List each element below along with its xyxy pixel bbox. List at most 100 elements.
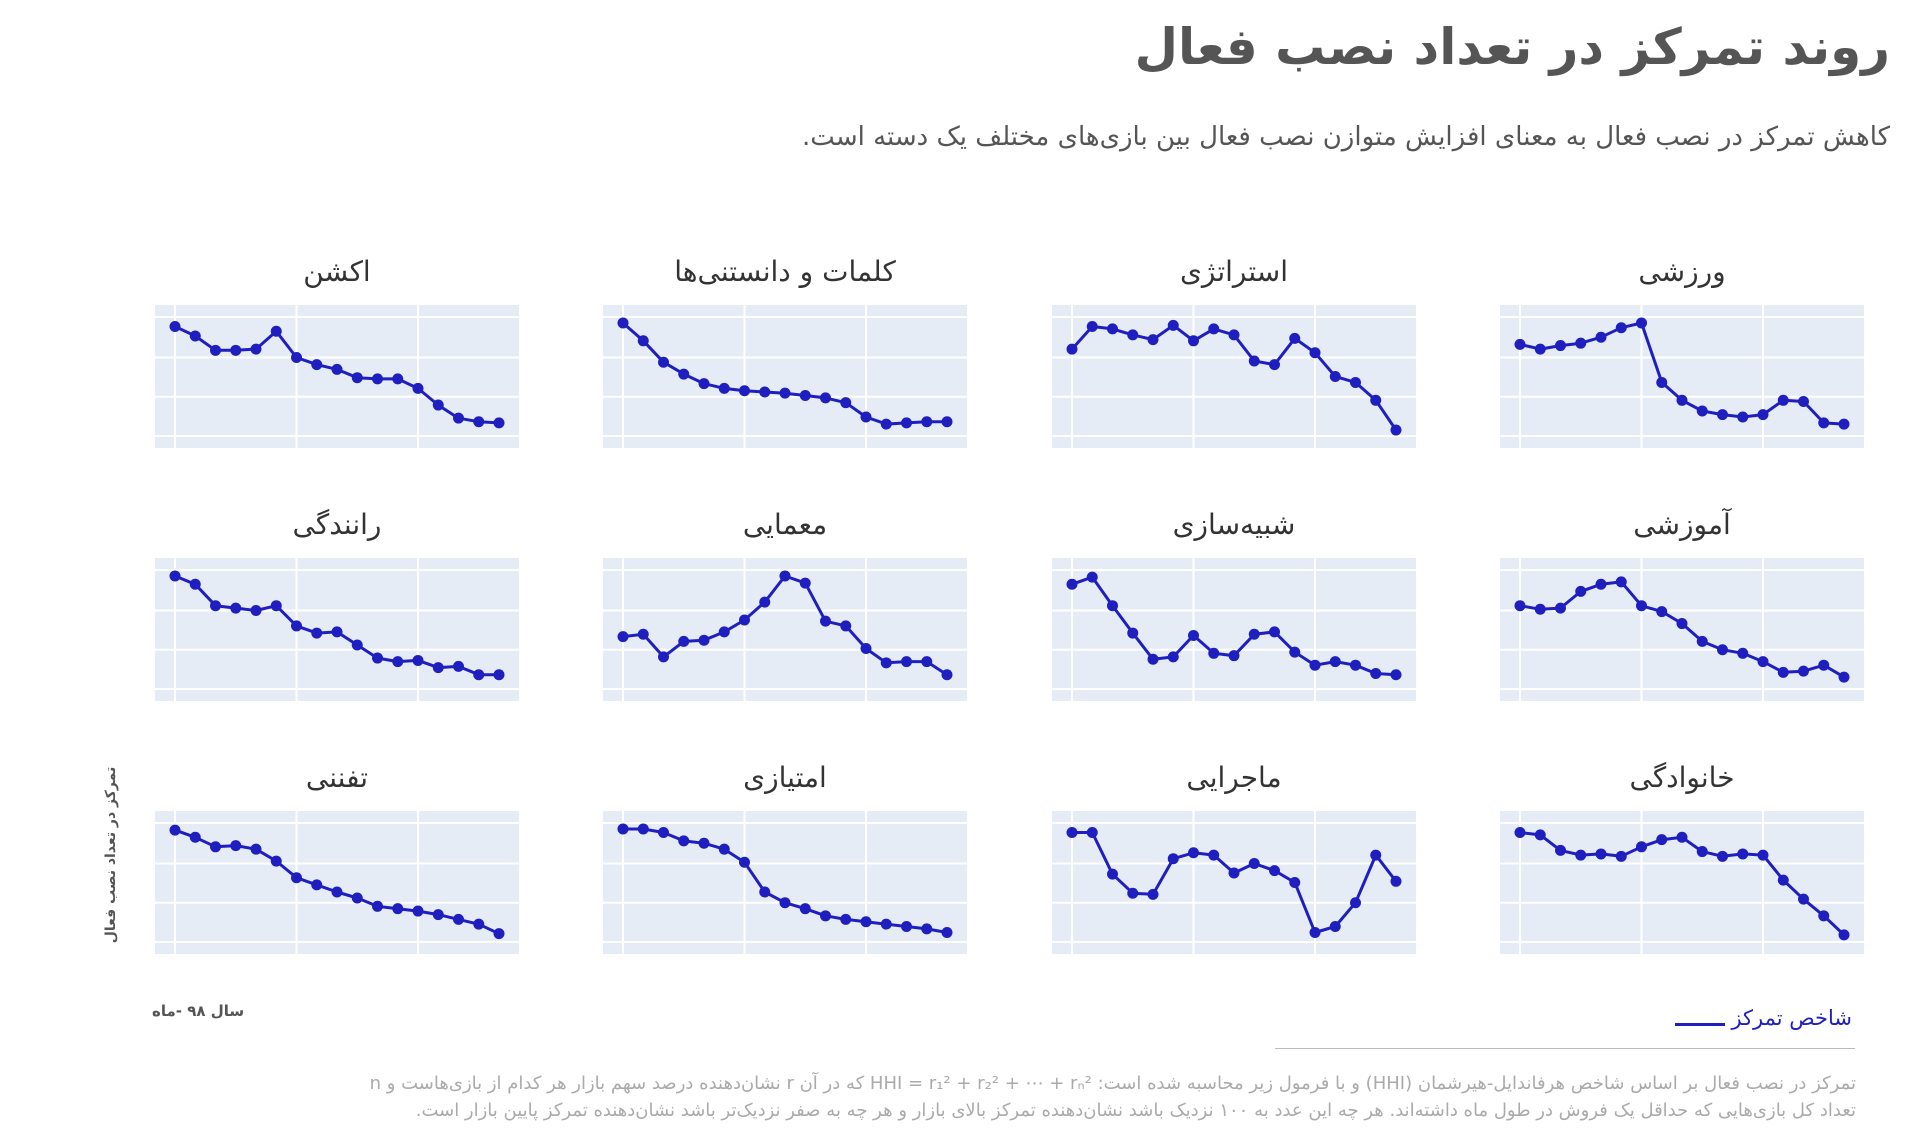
data-point [1309, 659, 1321, 671]
data-point [1818, 659, 1830, 671]
data-point [1555, 340, 1566, 352]
data-point [351, 372, 363, 384]
data-point [860, 411, 872, 423]
data-point [432, 909, 444, 921]
data-point [453, 660, 464, 672]
data-point [637, 823, 649, 835]
line-chart-panel [1052, 811, 1416, 954]
data-point [230, 344, 242, 356]
data-point [1615, 850, 1627, 862]
data-point [1350, 659, 1361, 671]
data-point [331, 886, 343, 898]
data-point [637, 335, 649, 347]
data-point [718, 626, 730, 638]
data-point [1696, 846, 1708, 858]
data-point [250, 604, 262, 616]
data-point [1575, 849, 1587, 861]
data-point [1167, 319, 1179, 331]
data-point [1615, 576, 1627, 588]
data-point [1309, 926, 1321, 938]
data-point [779, 897, 791, 909]
data-point [759, 596, 771, 608]
data-point [1656, 376, 1668, 388]
data-point [880, 418, 892, 430]
plot-background [1052, 558, 1416, 701]
data-point [1676, 618, 1688, 630]
data-point [698, 837, 710, 849]
data-point [291, 351, 302, 363]
data-point [1167, 853, 1179, 865]
data-point [1676, 831, 1688, 843]
data-point [1717, 850, 1728, 862]
data-point [1838, 929, 1850, 941]
data-point [493, 417, 505, 429]
data-point [210, 600, 221, 612]
data-point [820, 615, 831, 627]
data-point [799, 390, 811, 402]
data-point [941, 416, 953, 428]
data-point [493, 928, 505, 940]
data-point [1066, 343, 1078, 355]
panel-title: آموزشی [1633, 508, 1731, 541]
data-point [678, 835, 690, 847]
line-chart-panel [155, 811, 519, 954]
data-point [1818, 417, 1830, 429]
data-point [1066, 578, 1078, 590]
data-point [1737, 848, 1749, 860]
legend-line-swatch [1675, 1022, 1726, 1026]
data-point [901, 656, 912, 668]
data-point [1656, 834, 1668, 846]
data-point [1208, 323, 1220, 335]
line-chart-panel [603, 305, 967, 448]
data-point [230, 840, 242, 852]
data-point [432, 399, 444, 411]
data-point [1370, 394, 1382, 406]
data-point [739, 614, 750, 626]
data-point [1127, 627, 1139, 639]
data-point [1350, 376, 1361, 388]
data-point [1757, 656, 1769, 668]
data-point [941, 669, 953, 681]
data-point [392, 656, 404, 668]
data-point [1107, 323, 1118, 335]
data-point [1167, 651, 1179, 663]
data-point [189, 578, 201, 590]
data-point [1188, 629, 1199, 641]
data-point [1066, 827, 1078, 839]
line-chart-panel [1500, 305, 1864, 448]
data-point [311, 627, 323, 639]
plot-background [1052, 305, 1416, 448]
data-point [1555, 844, 1566, 856]
data-point [658, 827, 669, 839]
data-point [1390, 669, 1402, 681]
panel-title: معمایی [742, 508, 828, 541]
data-point [432, 662, 444, 674]
data-point [1086, 571, 1098, 583]
plot-background [155, 811, 519, 954]
data-point [1269, 626, 1280, 638]
line-chart-panel [155, 558, 519, 701]
data-point [1595, 848, 1607, 860]
data-point [331, 363, 343, 375]
panel-title: استراتژی [1179, 255, 1289, 288]
data-point [311, 879, 323, 891]
data-point [739, 856, 750, 868]
data-point [617, 317, 629, 329]
data-point [453, 913, 464, 925]
data-point [1777, 666, 1789, 678]
data-point [250, 343, 262, 355]
data-point [1329, 371, 1341, 382]
data-point [210, 841, 221, 853]
legend-divider [1275, 1048, 1855, 1049]
data-point [1289, 877, 1301, 888]
panel-title: تفننی [305, 761, 369, 794]
data-point [1757, 409, 1769, 421]
data-point [1615, 322, 1627, 334]
footnote: تمرکز در نصب فعال بر اساس شاخص هرفاندایل… [26, 1070, 1856, 1124]
data-point [1534, 603, 1546, 615]
data-point [1818, 910, 1830, 922]
data-point [860, 643, 872, 655]
plot-background [155, 305, 519, 448]
data-point [1248, 628, 1260, 640]
data-point [759, 386, 771, 398]
